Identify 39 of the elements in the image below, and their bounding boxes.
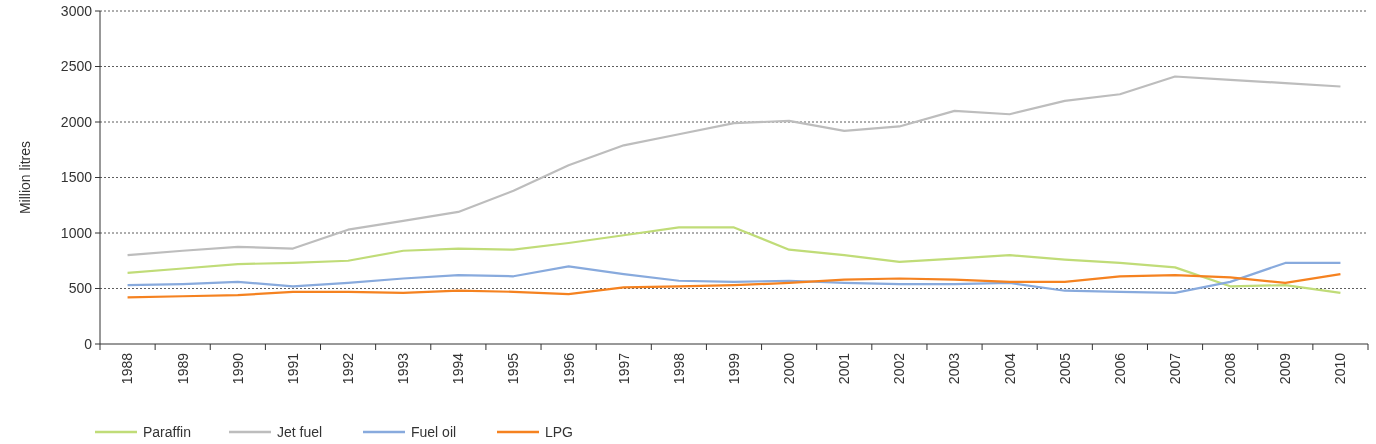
x-tick-label: 2003 bbox=[946, 352, 963, 385]
line-series bbox=[126, 75, 1342, 257]
x-tick-label: 1990 bbox=[229, 352, 246, 385]
x-tick-label: 2006 bbox=[1111, 352, 1128, 385]
x-tick-label: 1994 bbox=[450, 352, 467, 385]
y-tick-label: 1500 bbox=[60, 169, 93, 186]
line-series bbox=[126, 226, 1342, 295]
x-tick-label: 2001 bbox=[836, 352, 853, 385]
legend-label: Jet fuel bbox=[277, 423, 323, 440]
x-tick-label: 1998 bbox=[670, 352, 687, 385]
legend-label: Fuel oil bbox=[411, 423, 457, 440]
y-tick-label: 2000 bbox=[60, 113, 93, 130]
line-series bbox=[126, 272, 1342, 299]
x-tick-label: 1992 bbox=[339, 352, 356, 385]
line-series bbox=[126, 261, 1342, 295]
x-tick-label: 2009 bbox=[1277, 352, 1294, 385]
x-tick-label: 1991 bbox=[284, 352, 301, 385]
x-tick-label: 1988 bbox=[119, 352, 136, 385]
x-tick-label: 1999 bbox=[725, 352, 742, 385]
x-tick-label: 2008 bbox=[1222, 352, 1239, 385]
x-tick-label: 1996 bbox=[560, 352, 577, 385]
x-tick-label: 2005 bbox=[1056, 352, 1073, 385]
legend-label: LPG bbox=[545, 423, 574, 440]
x-tick-label: 1993 bbox=[395, 352, 412, 385]
y-tick-label: 3000 bbox=[60, 2, 93, 19]
x-tick-label: 2010 bbox=[1332, 352, 1349, 385]
x-tick-label: 1995 bbox=[505, 352, 522, 385]
x-tick-label: 1997 bbox=[615, 352, 632, 385]
legend-label: Paraffin bbox=[143, 423, 191, 440]
x-tick-label: 2004 bbox=[1001, 352, 1018, 385]
x-tick-label: 2007 bbox=[1166, 352, 1183, 385]
y-tick-label: 2500 bbox=[60, 58, 93, 75]
x-tick-label: 2000 bbox=[781, 352, 798, 385]
y-tick-label: 1000 bbox=[60, 224, 93, 241]
y-tick-label: 500 bbox=[68, 280, 93, 297]
x-tick-label: 2002 bbox=[891, 352, 908, 385]
x-tick-label: 1989 bbox=[174, 352, 191, 385]
y-axis-title: Million litres bbox=[17, 140, 33, 215]
y-tick-label: 0 bbox=[84, 335, 93, 352]
